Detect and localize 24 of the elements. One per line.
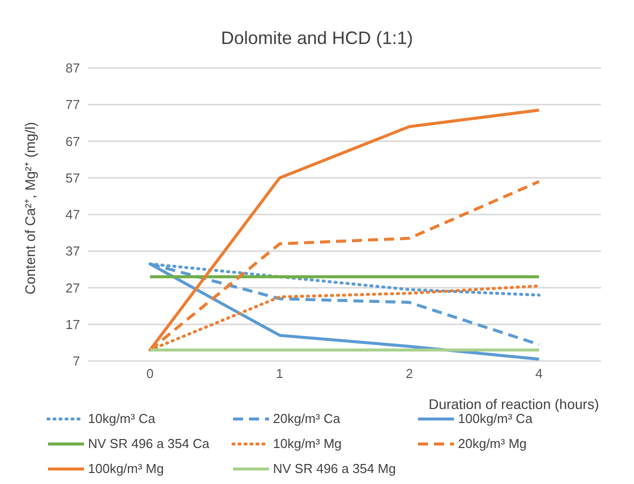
y-tick-label: 37: [66, 244, 80, 259]
legend-label: 10kg/m³ Mg: [273, 436, 342, 451]
chart-title: Dolomite and HCD (1:1): [220, 27, 414, 50]
y-tick-label: 57: [66, 170, 80, 186]
legend-label: 20kg/m³ Mg: [458, 436, 527, 451]
x-tick-label: 1: [276, 366, 284, 382]
legend-label: NV SR 496 a 354 Ca: [88, 436, 210, 451]
x-axis-title: Duration of reaction (hours): [428, 396, 599, 412]
x-tick-label: 0: [146, 366, 154, 382]
legend-label: 100kg/m³ Ca: [458, 411, 532, 426]
y-tick-label: 77: [66, 97, 80, 112]
legend-label: 10kg/m³ Ca: [88, 411, 156, 426]
y-tick-label: 27: [66, 280, 80, 296]
x-tick-label: 4: [535, 366, 543, 382]
y-tick-label: 17: [66, 316, 80, 332]
y-tick-label: 87: [66, 60, 80, 76]
legend-label: 20kg/m³ Ca: [273, 411, 340, 426]
x-tick-label: 2: [406, 366, 413, 382]
legend-label: 100kg/m³ Mg: [88, 461, 164, 476]
y-axis-title: Content of Ca²⁺, Mg²⁺ (mg/l): [22, 122, 38, 294]
y-tick-label: 67: [66, 134, 80, 149]
y-tick-label: 47: [66, 207, 80, 222]
y-tick-label: 7: [72, 354, 80, 369]
legend-label: NV SR 496 a 354 Mg: [273, 461, 396, 476]
